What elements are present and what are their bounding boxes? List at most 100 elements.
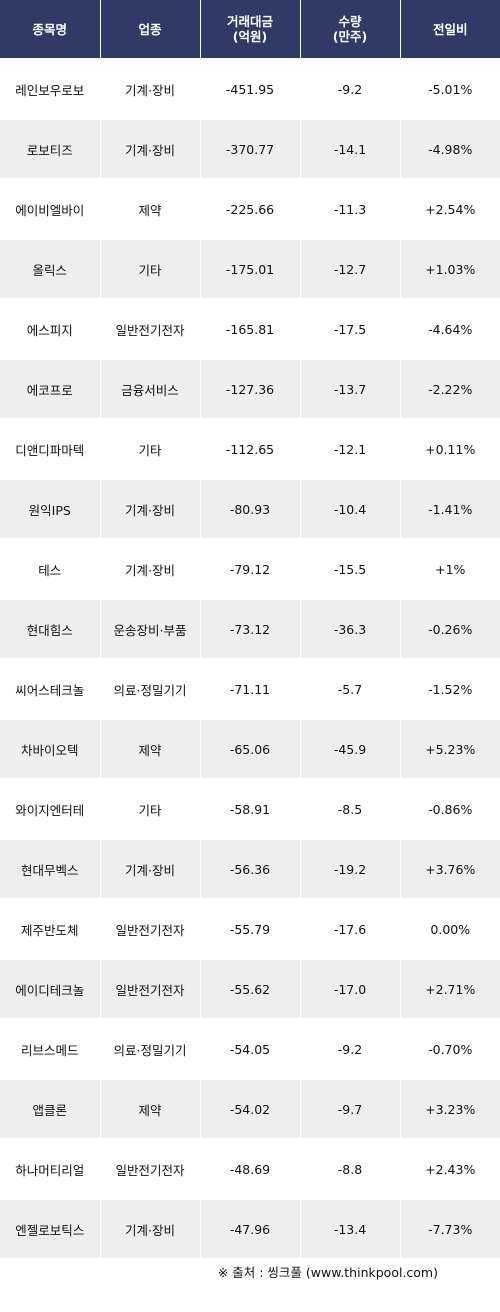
volume-cell: -12.7: [300, 239, 401, 299]
amount-cell: -451.95: [200, 59, 301, 119]
volume-cell: -36.3: [300, 599, 401, 659]
header-name: 종목명: [0, 0, 101, 59]
stock-table: 종목명 업종 거래대금 (억원) 수량 (만주) 전일비 레인보우로보 기계·장비…: [0, 0, 500, 1258]
stock-name-cell: 엔젤로보틱스: [0, 1199, 101, 1258]
volume-cell: -13.4: [300, 1199, 401, 1258]
header-change: 전일비: [400, 0, 500, 59]
table-row: 앱클론 제약 -54.02 -9.7 +3.23%: [0, 1079, 500, 1139]
volume-cell: -9.2: [300, 59, 401, 119]
table-row: 테스 기계·장비 -79.12 -15.5 +1%: [0, 539, 500, 599]
change-cell: -1.52%: [400, 659, 500, 719]
amount-cell: -65.06: [200, 719, 301, 779]
table-row: 차바이오텍 제약 -65.06 -45.9 +5.23%: [0, 719, 500, 779]
sector-cell: 기계·장비: [100, 839, 201, 899]
change-cell: -0.26%: [400, 599, 500, 659]
amount-cell: -54.02: [200, 1079, 301, 1139]
change-cell: -2.22%: [400, 359, 500, 419]
table-row: 씨어스테크놀 의료·정밀기기 -71.11 -5.7 -1.52%: [0, 659, 500, 719]
stock-name-cell: 로보티즈: [0, 119, 101, 179]
stock-name-cell: 앱클론: [0, 1079, 101, 1139]
amount-cell: -58.91: [200, 779, 301, 839]
header-row: 종목명 업종 거래대금 (억원) 수량 (만주) 전일비: [0, 0, 500, 59]
amount-cell: -225.66: [200, 179, 301, 239]
stock-name-cell: 에이비엘바이: [0, 179, 101, 239]
change-cell: -0.86%: [400, 779, 500, 839]
table-row: 현대무벡스 기계·장비 -56.36 -19.2 +3.76%: [0, 839, 500, 899]
change-cell: -0.70%: [400, 1019, 500, 1079]
sector-cell: 운송장비·부품: [100, 599, 201, 659]
stock-name-cell: 에스피지: [0, 299, 101, 359]
change-cell: +3.76%: [400, 839, 500, 899]
change-cell: +2.43%: [400, 1139, 500, 1199]
change-cell: +5.23%: [400, 719, 500, 779]
sector-cell: 기계·장비: [100, 1199, 201, 1258]
change-cell: +2.54%: [400, 179, 500, 239]
volume-cell: -9.7: [300, 1079, 401, 1139]
amount-cell: -54.05: [200, 1019, 301, 1079]
table-header: 종목명 업종 거래대금 (억원) 수량 (만주) 전일비: [0, 0, 500, 59]
table-row: 에스피지 일반전기전자 -165.81 -17.5 -4.64%: [0, 299, 500, 359]
table-row: 에코프로 금융서비스 -127.36 -13.7 -2.22%: [0, 359, 500, 419]
amount-cell: -73.12: [200, 599, 301, 659]
sector-cell: 기계·장비: [100, 119, 201, 179]
change-cell: -1.41%: [400, 479, 500, 539]
change-cell: -5.01%: [400, 59, 500, 119]
change-cell: +1.03%: [400, 239, 500, 299]
amount-cell: -175.01: [200, 239, 301, 299]
amount-cell: -79.12: [200, 539, 301, 599]
amount-cell: -127.36: [200, 359, 301, 419]
amount-cell: -56.36: [200, 839, 301, 899]
stock-name-cell: 와이지엔터테: [0, 779, 101, 839]
change-cell: -4.64%: [400, 299, 500, 359]
source-note: ※ 출처 : 씽크풀 (www.thinkpool.com): [217, 1265, 438, 1280]
volume-cell: -15.5: [300, 539, 401, 599]
table-row: 엔젤로보틱스 기계·장비 -47.96 -13.4 -7.73%: [0, 1199, 500, 1258]
table-row: 와이지엔터테 기타 -58.91 -8.5 -0.86%: [0, 779, 500, 839]
stock-name-cell: 테스: [0, 539, 101, 599]
amount-cell: -55.79: [200, 899, 301, 959]
volume-cell: -9.2: [300, 1019, 401, 1079]
stock-name-cell: 레인보우로보: [0, 59, 101, 119]
table-row: 리브스메드 의료·정밀기기 -54.05 -9.2 -0.70%: [0, 1019, 500, 1079]
volume-cell: -10.4: [300, 479, 401, 539]
sector-cell: 금융서비스: [100, 359, 201, 419]
volume-cell: -12.1: [300, 419, 401, 479]
sector-cell: 일반전기전자: [100, 899, 201, 959]
stock-name-cell: 차바이오텍: [0, 719, 101, 779]
change-cell: -7.73%: [400, 1199, 500, 1258]
table-row: 디앤디파마텍 기타 -112.65 -12.1 +0.11%: [0, 419, 500, 479]
change-cell: +2.71%: [400, 959, 500, 1019]
table-row: 현대힘스 운송장비·부품 -73.12 -36.3 -0.26%: [0, 599, 500, 659]
change-cell: -4.98%: [400, 119, 500, 179]
sector-cell: 기타: [100, 239, 201, 299]
amount-cell: -48.69: [200, 1139, 301, 1199]
table-row: 제주반도체 일반전기전자 -55.79 -17.6 0.00%: [0, 899, 500, 959]
amount-cell: -80.93: [200, 479, 301, 539]
sector-cell: 제약: [100, 179, 201, 239]
volume-cell: -17.0: [300, 959, 401, 1019]
sector-cell: 의료·정밀기기: [100, 659, 201, 719]
table-row: 원익IPS 기계·장비 -80.93 -10.4 -1.41%: [0, 479, 500, 539]
header-volume: 수량 (만주): [300, 0, 401, 59]
sector-cell: 기계·장비: [100, 539, 201, 599]
volume-cell: -17.5: [300, 299, 401, 359]
sector-cell: 의료·정밀기기: [100, 1019, 201, 1079]
volume-cell: -17.6: [300, 899, 401, 959]
sector-cell: 일반전기전자: [100, 299, 201, 359]
volume-cell: -45.9: [300, 719, 401, 779]
sector-cell: 제약: [100, 1079, 201, 1139]
header-sector: 업종: [100, 0, 201, 59]
volume-cell: -13.7: [300, 359, 401, 419]
amount-cell: -71.11: [200, 659, 301, 719]
stock-name-cell: 리브스메드: [0, 1019, 101, 1079]
sector-cell: 기계·장비: [100, 59, 201, 119]
amount-cell: -55.62: [200, 959, 301, 1019]
amount-cell: -370.77: [200, 119, 301, 179]
sector-cell: 기계·장비: [100, 479, 201, 539]
stock-name-cell: 디앤디파마텍: [0, 419, 101, 479]
volume-cell: -8.5: [300, 779, 401, 839]
change-cell: +0.11%: [400, 419, 500, 479]
table-row: 레인보우로보 기계·장비 -451.95 -9.2 -5.01%: [0, 59, 500, 119]
volume-cell: -14.1: [300, 119, 401, 179]
